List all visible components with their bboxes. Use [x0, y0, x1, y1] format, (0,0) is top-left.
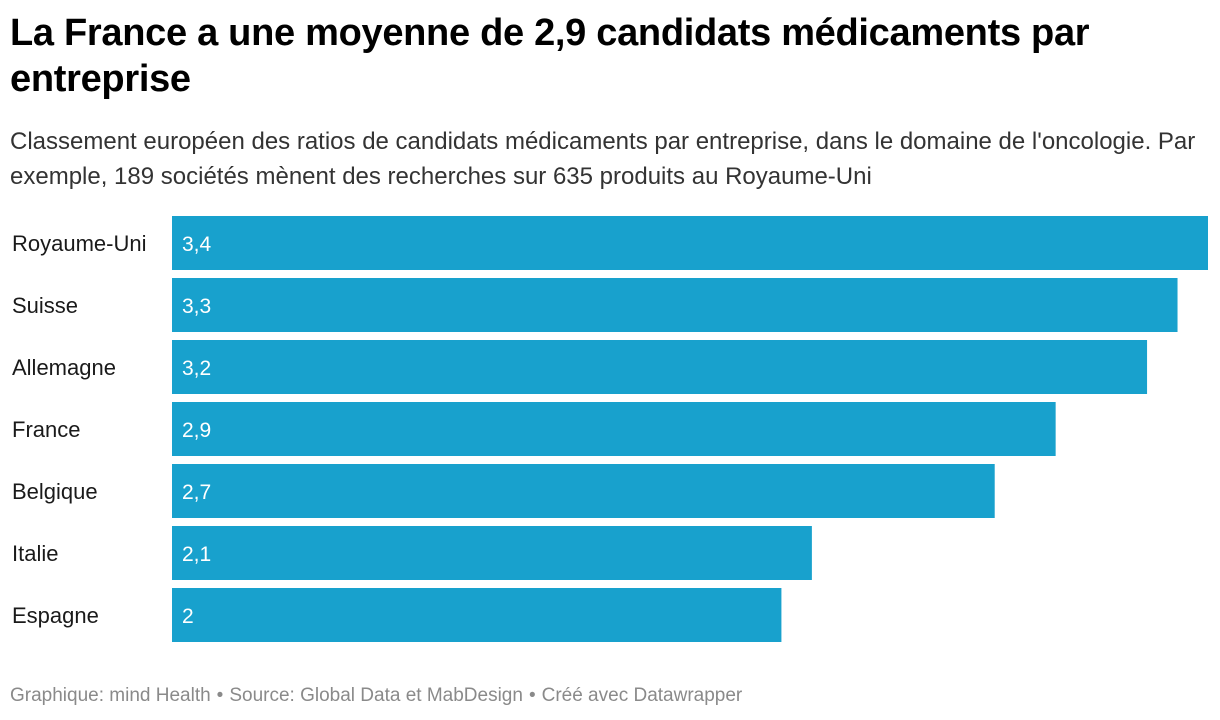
- bar: [172, 216, 1208, 270]
- footer-tool: Créé avec Datawrapper: [541, 685, 743, 706]
- bar-value-label: 2,9: [182, 419, 211, 442]
- category-label: Allemagne: [12, 355, 116, 380]
- chart-footer: Graphique: mind Health • Source: Global Da…: [10, 684, 742, 708]
- footer-separator: •: [216, 685, 224, 706]
- bar-value-label: 3,4: [182, 233, 212, 256]
- chart-header: La France a une moyenne de 2,9 candidats…: [10, 10, 1210, 194]
- bar-chart-svg: Royaume-Uni 3,4 Suisse 3,3 Allemagne 3,2 Franc…: [12, 216, 1208, 642]
- bar-value-label: 2,1: [182, 543, 211, 566]
- bar: [172, 464, 995, 518]
- bar-value-label: 2: [182, 605, 194, 628]
- bar: [172, 402, 1056, 456]
- bar-chart: Royaume-Uni 3,4 Suisse 3,3 Allemagne 3,2 Franc…: [0, 216, 1220, 648]
- footer-separator: •: [528, 685, 536, 706]
- bar-value-label: 2,7: [182, 481, 211, 504]
- bar: [172, 588, 782, 642]
- category-label: Suisse: [12, 293, 78, 318]
- bar-value-label: 3,3: [182, 295, 211, 318]
- chart-title: La France a une moyenne de 2,9 candidats…: [10, 12, 1090, 100]
- bar: [172, 278, 1178, 332]
- footer-source: Source: Global Data et MabDesign: [229, 685, 523, 706]
- category-label: Royaume-Uni: [12, 231, 147, 256]
- bar-value-label: 3,2: [182, 357, 211, 380]
- category-label: Espagne: [12, 603, 99, 628]
- bar: [172, 340, 1148, 394]
- footer-credit: Graphique: mind Health: [10, 685, 211, 706]
- category-label: Italie: [12, 541, 58, 566]
- category-label: Belgique: [12, 479, 98, 504]
- bar: [172, 526, 812, 580]
- chart-subtitle: Classement européen des ratios de candid…: [10, 128, 1196, 190]
- category-label: France: [12, 417, 80, 442]
